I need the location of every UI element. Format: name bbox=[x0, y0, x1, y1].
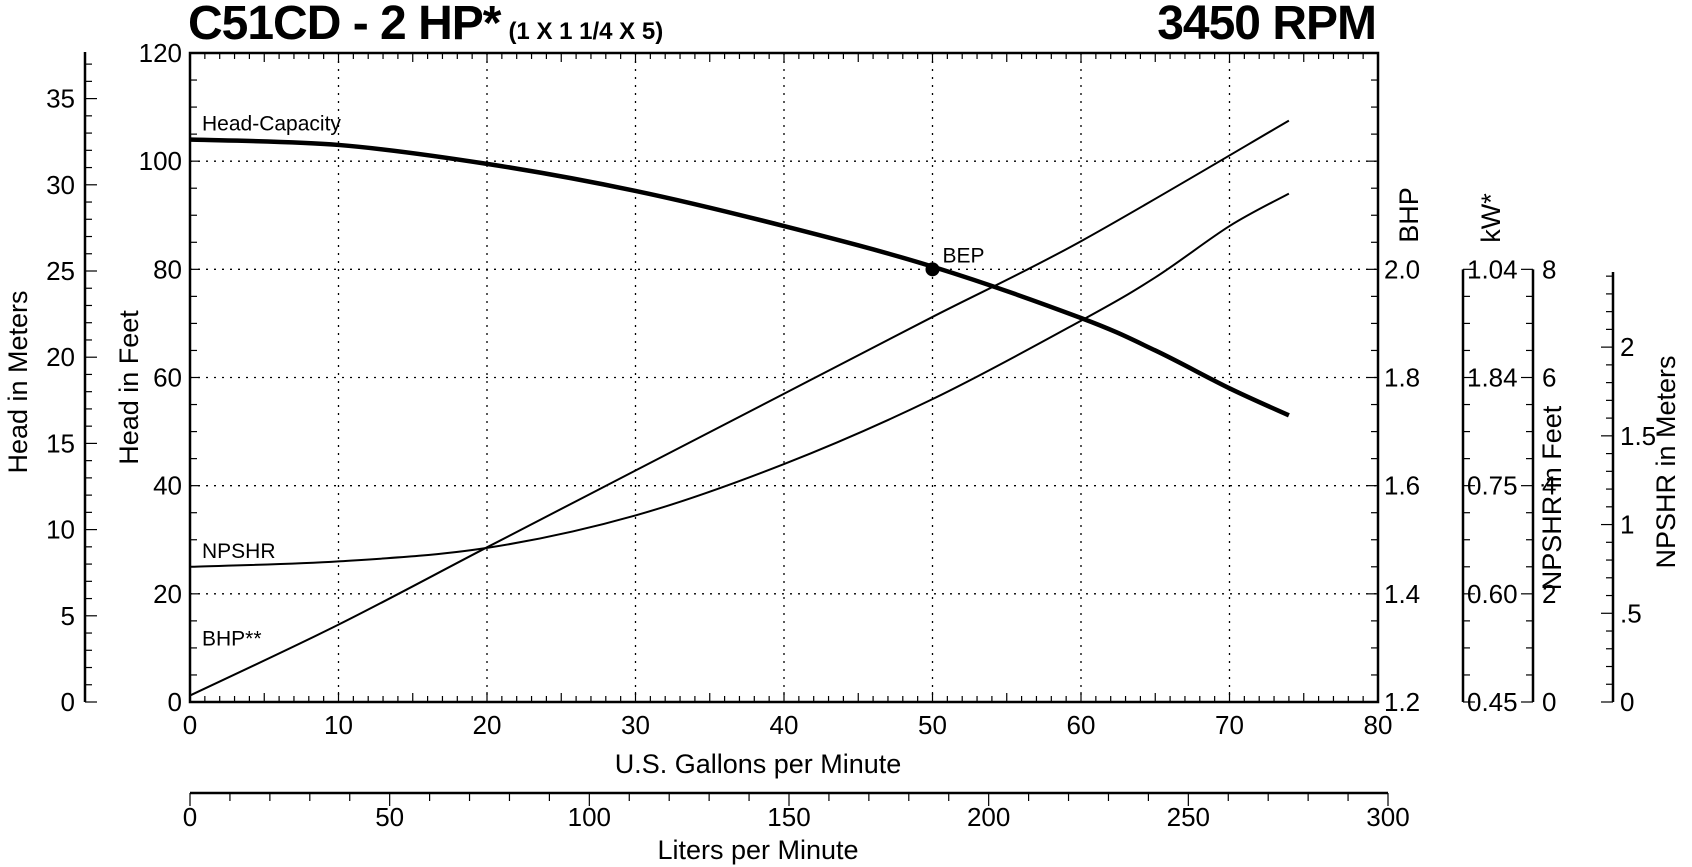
x-tick-label: 70 bbox=[1215, 710, 1244, 740]
series-label: BHP** bbox=[202, 628, 262, 651]
meters-tick-label: 10 bbox=[46, 515, 75, 545]
lpm-tick-label: 100 bbox=[568, 802, 611, 832]
x-axis-title: U.S. Gallons per Minute bbox=[615, 749, 902, 779]
lpm-tick-label: 250 bbox=[1167, 802, 1210, 832]
kw-tick-label: 1.84 bbox=[1467, 363, 1518, 393]
bhp-tick-label: 1.8 bbox=[1384, 363, 1420, 393]
npshr-feet-tick-label: 6 bbox=[1542, 363, 1556, 393]
npshr-feet-tick-label: 0 bbox=[1542, 687, 1556, 717]
pump-speed: 3450 RPM bbox=[1157, 0, 1377, 50]
bhp-tick-label: 1.2 bbox=[1384, 687, 1420, 717]
npshr-meters-axis-title: NPSHR in Meters bbox=[1651, 355, 1681, 568]
feet-tick-label: 80 bbox=[153, 254, 182, 284]
chart-title: C51CD - 2 HP* (1 X 1 1/4 X 5) bbox=[188, 0, 663, 51]
bhp-tick-label: 1.4 bbox=[1384, 579, 1420, 609]
meters-tick-label: 35 bbox=[46, 84, 75, 114]
meters-tick-label: 20 bbox=[46, 342, 75, 372]
lpm-tick-label: 50 bbox=[375, 802, 404, 832]
meters-tick-label: 5 bbox=[61, 601, 75, 631]
meters-tick-label: 25 bbox=[46, 256, 75, 286]
bhp-curve bbox=[189, 119, 1290, 697]
lpm-axis-title: Liters per Minute bbox=[657, 835, 858, 865]
meters-tick-label: 15 bbox=[46, 428, 75, 458]
series-label: Head-Capacity bbox=[202, 113, 341, 136]
x-tick-label: 10 bbox=[324, 710, 353, 740]
kw-tick-label: 0.45 bbox=[1467, 687, 1518, 717]
feet-axis-title: Head in Feet bbox=[114, 310, 144, 465]
feet-tick-label: 100 bbox=[139, 146, 182, 176]
meters-tick-label: 0 bbox=[61, 687, 75, 717]
kw-tick-label: 1.04 bbox=[1467, 254, 1518, 284]
lpm-tick-label: 300 bbox=[1366, 802, 1409, 832]
x-tick-label: 40 bbox=[770, 710, 799, 740]
x-tick-label: 20 bbox=[473, 710, 502, 740]
x-tick-label: 30 bbox=[621, 710, 650, 740]
lpm-tick-label: 150 bbox=[767, 802, 810, 832]
x-tick-label: 50 bbox=[918, 710, 947, 740]
x-tick-label: 0 bbox=[183, 710, 197, 740]
npshr-meters-tick-label: 1.5 bbox=[1620, 421, 1656, 451]
feet-tick-label: 0 bbox=[168, 687, 182, 717]
feet-tick-label: 120 bbox=[139, 38, 182, 68]
npshr-feet-tick-label: 2 bbox=[1542, 579, 1556, 609]
bep-label: BEP bbox=[943, 244, 985, 267]
kw-axis-title: kW* bbox=[1476, 193, 1506, 243]
x-tick-label: 60 bbox=[1067, 710, 1096, 740]
npshr-feet-axis-title: NPSHR in Feet bbox=[1537, 405, 1567, 590]
lpm-tick-label: 0 bbox=[183, 802, 197, 832]
bhp-tick-label: 1.6 bbox=[1384, 471, 1420, 501]
feet-tick-label: 40 bbox=[153, 471, 182, 501]
bep-marker bbox=[925, 262, 940, 277]
feet-tick-label: 60 bbox=[153, 363, 182, 393]
kw-tick-label: 0.60 bbox=[1467, 579, 1518, 609]
npshr-curve bbox=[189, 192, 1290, 568]
npshr-meters-tick-label: 1 bbox=[1620, 510, 1634, 540]
npshr-feet-tick-label: 8 bbox=[1542, 254, 1556, 284]
head-capacity-curve bbox=[189, 137, 1290, 418]
meters-axis-title: Head in Meters bbox=[3, 290, 33, 473]
pump-model: C51CD - 2 HP* bbox=[188, 0, 501, 50]
npshr-meters-tick-label: 2 bbox=[1620, 332, 1634, 362]
meters-tick-label: 30 bbox=[46, 170, 75, 200]
kw-tick-label: 0.75 bbox=[1467, 471, 1518, 501]
x-tick-label: 80 bbox=[1364, 710, 1393, 740]
series-label: NPSHR bbox=[202, 540, 276, 563]
lpm-tick-label: 200 bbox=[967, 802, 1010, 832]
pump-size: (1 X 1 1/4 X 5) bbox=[508, 18, 664, 45]
bhp-tick-label: 2.0 bbox=[1384, 254, 1420, 284]
bhp-axis-title: BHP bbox=[1394, 187, 1424, 243]
feet-tick-label: 20 bbox=[153, 579, 182, 609]
npshr-meters-tick-label: .5 bbox=[1620, 598, 1642, 628]
npshr-meters-tick-label: 0 bbox=[1620, 687, 1634, 717]
npshr-feet-tick-label: 4 bbox=[1542, 471, 1556, 501]
